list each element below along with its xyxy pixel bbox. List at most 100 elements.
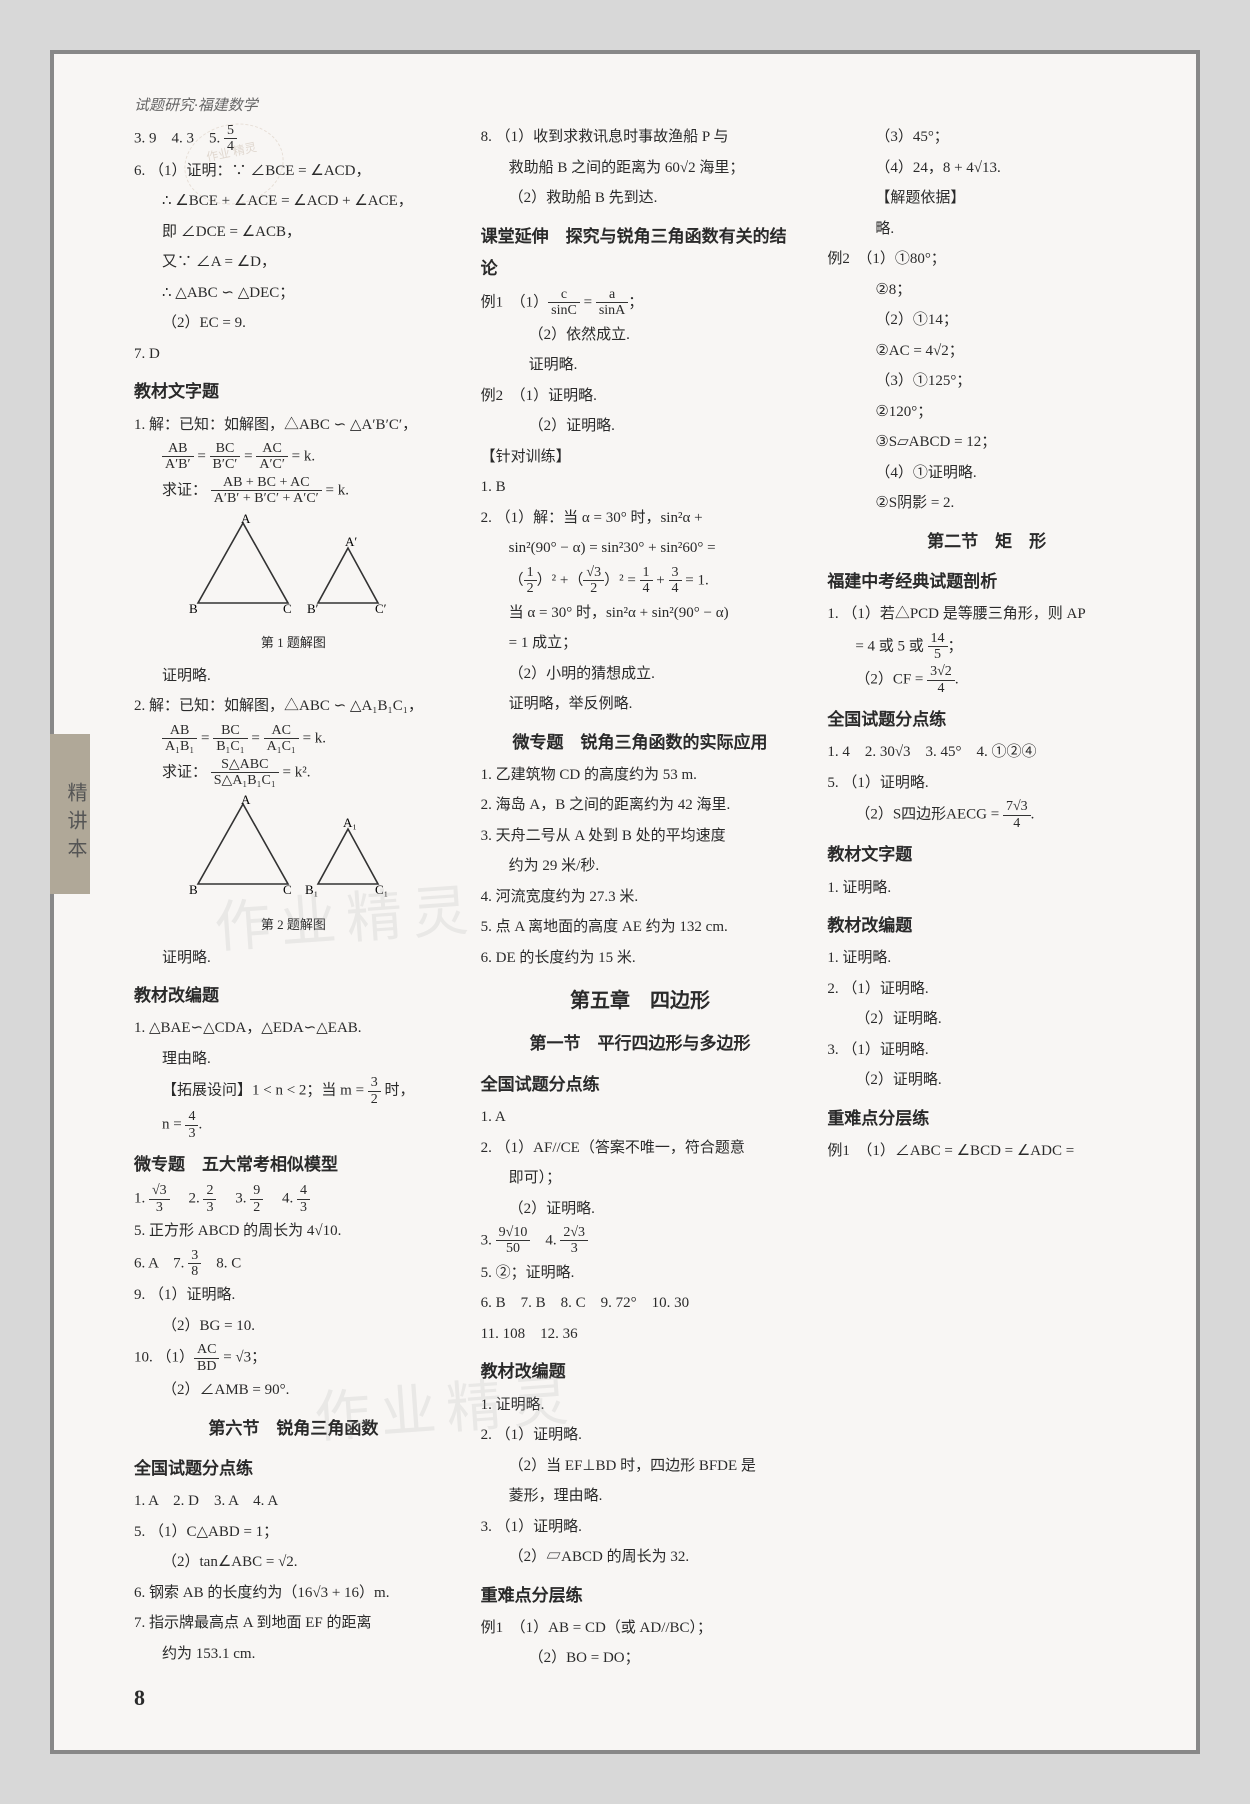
section-heading: 重难点分层练 bbox=[827, 1103, 1146, 1135]
svg-text:A: A bbox=[241, 794, 251, 807]
section-heading: 全国试题分点练 bbox=[134, 1453, 453, 1485]
c3-line: 1. 证明略. bbox=[827, 944, 1146, 973]
section-heading: 课堂延伸 探究与锐角三角函数有关的结论 bbox=[481, 221, 800, 286]
c2-line: sin²(90° − α) = sin²30° + sin²60° = bbox=[481, 534, 800, 563]
c3-line: 例2 （1）①80°； bbox=[827, 245, 1146, 274]
c2-line: 5. 点 A 离地面的高度 AE 约为 132 cm. bbox=[481, 913, 800, 942]
c2-line: （2）tan∠ABC = √2. bbox=[134, 1548, 453, 1577]
c3-line: 1. 证明略. bbox=[827, 874, 1146, 903]
c2-line: 约为 29 米/秒. bbox=[481, 852, 800, 881]
c3-line: 11. 108 12. 36 bbox=[481, 1320, 800, 1349]
c1-line: 2. 解：已知：如解图，△ABC ∽ △A₁B₁C₁， bbox=[134, 692, 453, 721]
c3-line: 【解题依据】 bbox=[827, 184, 1146, 213]
c3-line: （2）BO = DO； bbox=[481, 1644, 800, 1673]
c3-line: 2. （1）证明略. bbox=[481, 1421, 800, 1450]
c3-line: 例1 （1）∠ABC = ∠BCD = ∠ADC = bbox=[827, 1137, 1146, 1166]
figure-2: A B C A₁ B₁ C₁ 第 2 题解图 bbox=[134, 794, 453, 937]
c1-eq: 求证： AB + BC + ACA′B′ + B′C′ + A′C′ = k. bbox=[134, 475, 453, 507]
c3-line: 6. B 7. B 8. C 9. 72° 10. 30 bbox=[481, 1289, 800, 1318]
svg-text:C: C bbox=[283, 882, 292, 897]
c2-line: 7. 指示牌最高点 A 到地面 EF 的距离 bbox=[134, 1609, 453, 1638]
c3-line: （2）证明略. bbox=[827, 1005, 1146, 1034]
c2-line: = 1 成立； bbox=[481, 629, 800, 658]
c3-line: （2）▱ABCD 的周长为 32. bbox=[481, 1543, 800, 1572]
c2-line: 1. A bbox=[481, 1103, 800, 1132]
c1-line: （2）EC = 9. bbox=[134, 309, 453, 338]
c2-line: 约为 153.1 cm. bbox=[134, 1640, 453, 1669]
c2-line: 例2 （1）证明略. bbox=[481, 382, 800, 411]
c2-line: 当 α = 30° 时，sin²α + sin²(90° − α) bbox=[481, 599, 800, 628]
c3-line: 1. 证明略. bbox=[481, 1391, 800, 1420]
svg-text:C: C bbox=[283, 601, 292, 616]
c3-line: （4）①证明略. bbox=[827, 459, 1146, 488]
side-tab: 精讲本 bbox=[50, 734, 90, 894]
c1-line: 3. 9 4. 3 5. 54 bbox=[134, 123, 453, 155]
svg-text:B₁: B₁ bbox=[305, 882, 318, 897]
c2-line: 5. （1）C△ABD = 1； bbox=[134, 1518, 453, 1547]
svg-text:B: B bbox=[189, 882, 198, 897]
figure-caption: 第 1 题解图 bbox=[134, 631, 453, 656]
c3-line: ②8； bbox=[827, 276, 1146, 305]
svg-text:B: B bbox=[189, 601, 198, 616]
c3-line: 1. 4 2. 30√3 3. 45° 4. ①②④ bbox=[827, 738, 1146, 767]
c2-line: 4. 河流宽度约为 27.3 米. bbox=[481, 883, 800, 912]
c3-line: 3. （1）证明略. bbox=[827, 1036, 1146, 1065]
c3-line: （2）证明略. bbox=[827, 1066, 1146, 1095]
c1-line: 1. 解：已知：如解图，△ABC ∽ △A′B′C′， bbox=[134, 411, 453, 440]
c1-line: 即 ∠DCE = ∠ACB， bbox=[134, 218, 453, 247]
page-number: 8 bbox=[134, 1685, 1146, 1711]
c2-line: 6. 钢索 AB 的长度约为（16√3 + 16）m. bbox=[134, 1579, 453, 1608]
c3-line: ②S阴影 = 2. bbox=[827, 489, 1146, 518]
section-heading: 第一节 平行四边形与多边形 bbox=[481, 1028, 800, 1060]
c1-eq: ABA′B′ = BCB′C′ = ACA′C′ = k. bbox=[134, 441, 453, 473]
c1-line: 5. 正方形 ABCD 的周长为 4√10. bbox=[134, 1217, 453, 1246]
c2-line: 3. 天舟二号从 A 处到 B 处的平均速度 bbox=[481, 822, 800, 851]
section-heading: 福建中考经典试题剖析 bbox=[827, 566, 1146, 598]
c2-line: 1. B bbox=[481, 473, 800, 502]
triangle-pair-icon: A B C A₁ B₁ C₁ bbox=[183, 794, 403, 904]
book-title: 试题研究·福建数学 bbox=[134, 94, 1146, 115]
svg-text:C₁: C₁ bbox=[375, 882, 388, 897]
c1-line: （2）∠AMB = 90°. bbox=[134, 1376, 453, 1405]
section-heading: 教材文字题 bbox=[827, 839, 1146, 871]
c3-line: 5. ②；证明略. bbox=[481, 1259, 800, 1288]
c2-line: 2. （1）解：当 α = 30° 时，sin²α + bbox=[481, 504, 800, 533]
c2-line: 8. （1）收到求救讯息时事故渔船 P 与 bbox=[481, 123, 800, 152]
c2-line: 救助船 B 之间的距离为 60√2 海里； bbox=[481, 154, 800, 183]
c1-line: 又∵ ∠A = ∠D， bbox=[134, 248, 453, 277]
section-heading: 第二节 矩 形 bbox=[827, 526, 1146, 558]
c2-line: 证明略. bbox=[481, 351, 800, 380]
section-heading: 全国试题分点练 bbox=[481, 1069, 800, 1101]
section-heading: 第六节 锐角三角函数 bbox=[134, 1413, 453, 1445]
c3-line: 5. （1）证明略. bbox=[827, 769, 1146, 798]
c2-line: 1. A 2. D 3. A 4. A bbox=[134, 1487, 453, 1516]
c2-line: （2）证明略. bbox=[481, 412, 800, 441]
c1-eq: ABA₁B₁ = BCB₁C₁ = ACA₁C₁ = k. bbox=[134, 723, 453, 755]
c1-line: 9. （1）证明略. bbox=[134, 1281, 453, 1310]
c3-line: （4）24，8 + 4√13. bbox=[827, 154, 1146, 183]
svg-text:A′: A′ bbox=[345, 534, 357, 549]
svg-text:A₁: A₁ bbox=[343, 815, 357, 830]
c3-line: 菱形，理由略. bbox=[481, 1482, 800, 1511]
chapter-heading: 第五章 四边形 bbox=[481, 982, 800, 1020]
c1-line: ∴ ∠BCE + ∠ACE = ∠ACD + ∠ACE， bbox=[134, 187, 453, 216]
section-heading: 微专题 五大常考相似模型 bbox=[134, 1149, 453, 1181]
c3-line: ②AC = 4√2； bbox=[827, 337, 1146, 366]
c2-line: 2. 海岛 A，B 之间的距离约为 42 海里. bbox=[481, 791, 800, 820]
c3-line: 略. bbox=[827, 215, 1146, 244]
c3-line: （2）当 EF⊥BD 时，四边形 BFDE 是 bbox=[481, 1452, 800, 1481]
page: 作业 精灵 精讲本 作业精灵 作业精灵 试题研究·福建数学 3. 9 4. 3 … bbox=[50, 50, 1200, 1754]
c3-line: （2）①14； bbox=[827, 306, 1146, 335]
section-heading: 重难点分层练 bbox=[481, 1580, 800, 1612]
c3-line: 1. （1）若△PCD 是等腰三角形，则 AP bbox=[827, 600, 1146, 629]
c2-line: 即可）； bbox=[481, 1164, 800, 1193]
c2-line: （2）小明的猜想成立. bbox=[481, 660, 800, 689]
c3-line: （3）45°； bbox=[827, 123, 1146, 152]
section-heading: 微专题 锐角三角函数的实际应用 bbox=[481, 727, 800, 759]
content-columns: 3. 9 4. 3 5. 54 6. （1）证明：∵ ∠BCE = ∠ACD， … bbox=[134, 123, 1146, 1673]
triangle-pair-icon: A B C A′ B′ C′ bbox=[183, 513, 403, 623]
c3-line: （2）S四边形AECG = 7√34. bbox=[827, 799, 1146, 831]
c1-line: 1. △BAE∽△CDA，△EDA∽△EAB. bbox=[134, 1014, 453, 1043]
c1-line: 【拓展设问】1 < n < 2；当 m = 32 时， bbox=[134, 1075, 453, 1107]
svg-text:C′: C′ bbox=[375, 601, 387, 616]
